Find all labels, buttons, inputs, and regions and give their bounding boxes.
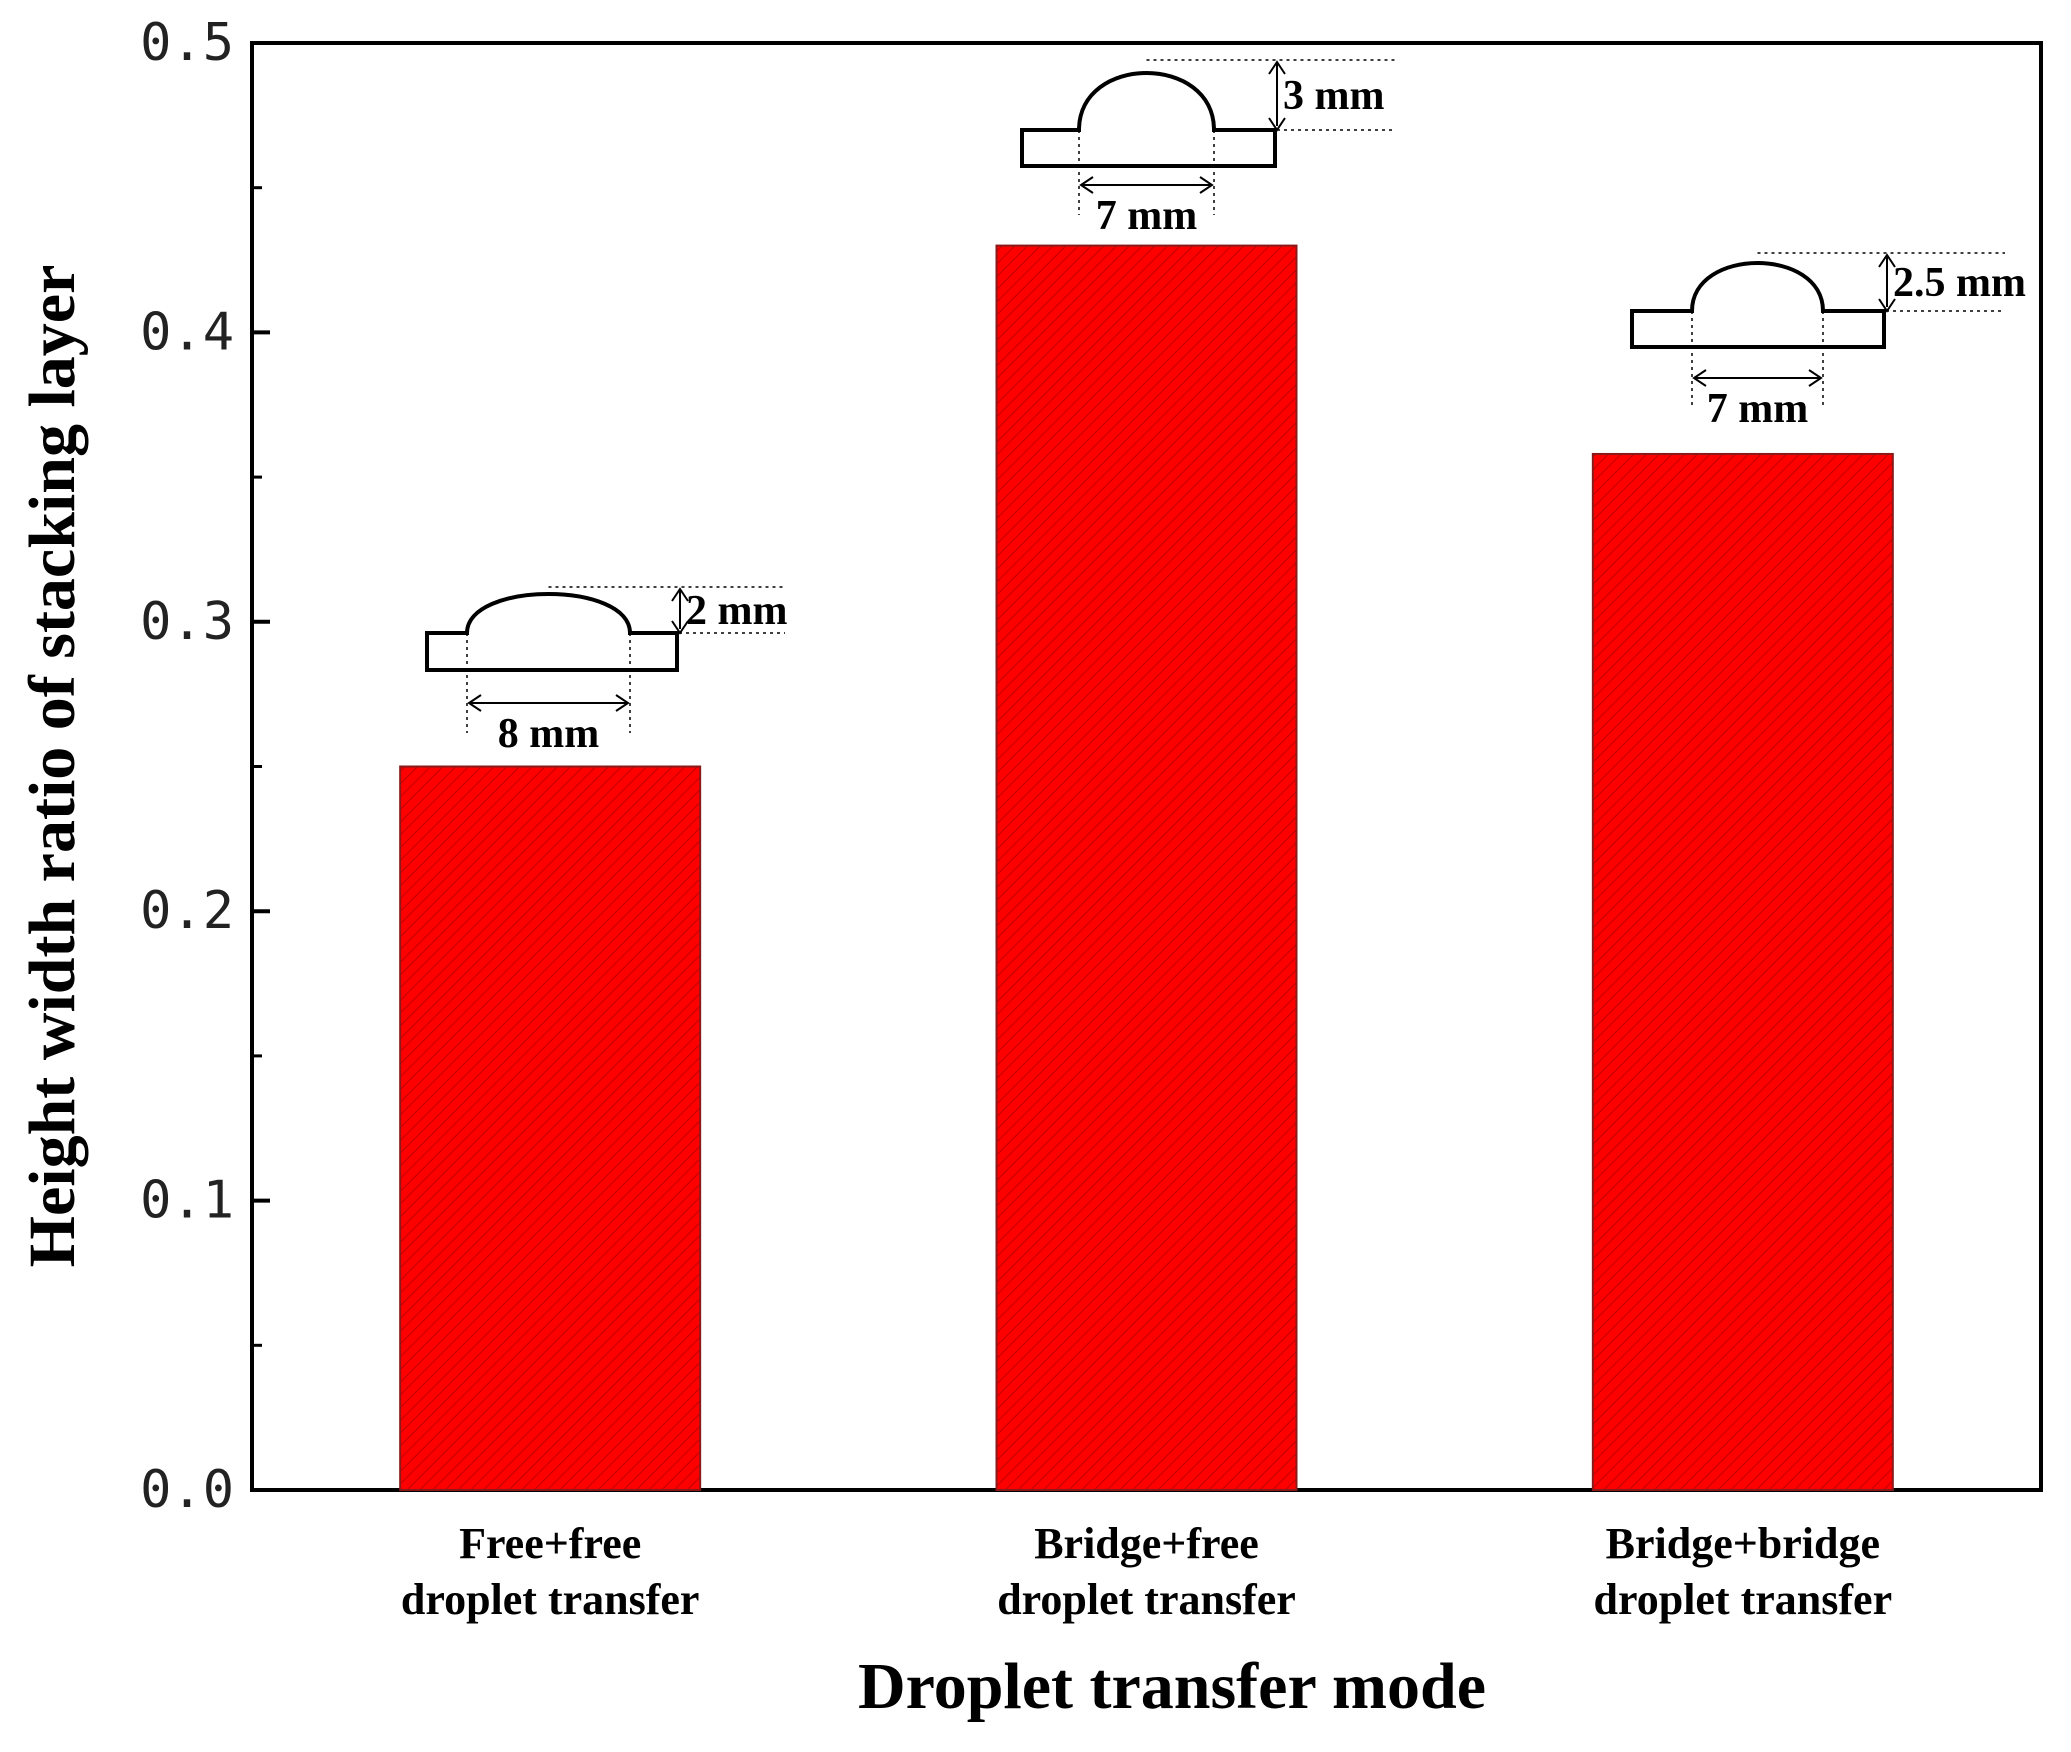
height-arrow-head-bottom (1268, 117, 1286, 132)
bars-group (399, 244, 1894, 1492)
width-arrow-head-left (1079, 176, 1094, 194)
cross-section-diagram: 3 mm 7 mm (1020, 59, 1395, 239)
bead-profile (1020, 71, 1277, 168)
y-tick-label: 0.0 (140, 1460, 234, 1520)
width-arrow-head-left (467, 694, 482, 712)
width-arrow-head-right (1199, 176, 1214, 194)
width-dimension-label: 7 mm (1707, 386, 1808, 432)
y-tick-label: 0.3 (140, 592, 234, 652)
y-axis-ticks: 0.0 0.1 0.2 0.3 0.4 0.5 (140, 13, 270, 1520)
annotations-group: 2 mm 8 mm 3 mm 7 mm 2.5 mm 7 mm (425, 59, 2026, 757)
x-tick-label: Free+free (459, 1519, 641, 1568)
x-axis-title: Droplet transfer mode (858, 1650, 1486, 1723)
cross-section-diagram: 2 mm 8 mm (425, 586, 787, 757)
y-tick-label: 0.1 (140, 1171, 234, 1231)
y-tick-label: 0.2 (140, 881, 234, 941)
height-arrow-head-top (1878, 253, 1896, 268)
bar (399, 765, 702, 1491)
height-dimension-label: 3 mm (1283, 73, 1384, 119)
width-dimension-label: 8 mm (498, 711, 599, 757)
x-tick-label: Bridge+free (1034, 1519, 1259, 1568)
x-tick-label: Bridge+bridge (1606, 1519, 1880, 1568)
height-dimension-label: 2 mm (686, 588, 787, 634)
x-tick-label: droplet transfer (401, 1575, 700, 1624)
x-tick-label: droplet transfer (1594, 1575, 1893, 1624)
bar (995, 244, 1298, 1492)
width-arrow-head-right (615, 694, 630, 712)
x-axis-category-labels: Free+free droplet transfer Bridge+free drop… (401, 1519, 1892, 1624)
height-dimension-label: 2.5 mm (1893, 260, 2026, 306)
cross-section-diagram: 2.5 mm 7 mm (1630, 252, 2026, 432)
height-arrow-head-top (671, 587, 689, 602)
height-arrow-head-bottom (671, 620, 689, 635)
bead-profile (425, 592, 679, 672)
width-arrow-head-left (1692, 369, 1707, 387)
y-tick-label: 0.5 (140, 13, 234, 73)
bar (1591, 452, 1894, 1491)
x-tick-label: droplet transfer (997, 1575, 1296, 1624)
width-arrow-head-right (1808, 369, 1823, 387)
y-axis-title: Height width ratio of stacking layer (16, 265, 89, 1268)
height-arrow-head-bottom (1878, 298, 1896, 313)
width-dimension-label: 7 mm (1096, 193, 1197, 239)
y-tick-label: 0.4 (140, 302, 234, 362)
height-arrow-head-top (1268, 60, 1286, 75)
bead-profile (1630, 261, 1886, 349)
